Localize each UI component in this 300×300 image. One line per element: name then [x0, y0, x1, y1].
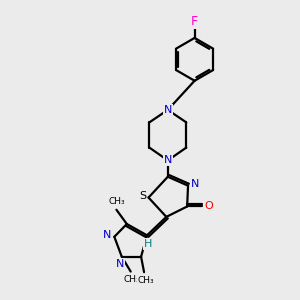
- Text: N: N: [103, 230, 111, 240]
- Text: N: N: [190, 179, 199, 189]
- Text: N: N: [164, 155, 172, 165]
- Text: S: S: [139, 191, 146, 201]
- Text: F: F: [191, 15, 198, 28]
- Text: O: O: [204, 202, 213, 212]
- Text: CH₃: CH₃: [137, 276, 154, 285]
- Text: N: N: [164, 105, 172, 115]
- Text: CH₃: CH₃: [124, 275, 140, 284]
- Text: H: H: [144, 238, 153, 249]
- Text: CH₃: CH₃: [108, 197, 125, 206]
- Text: N: N: [116, 259, 124, 269]
